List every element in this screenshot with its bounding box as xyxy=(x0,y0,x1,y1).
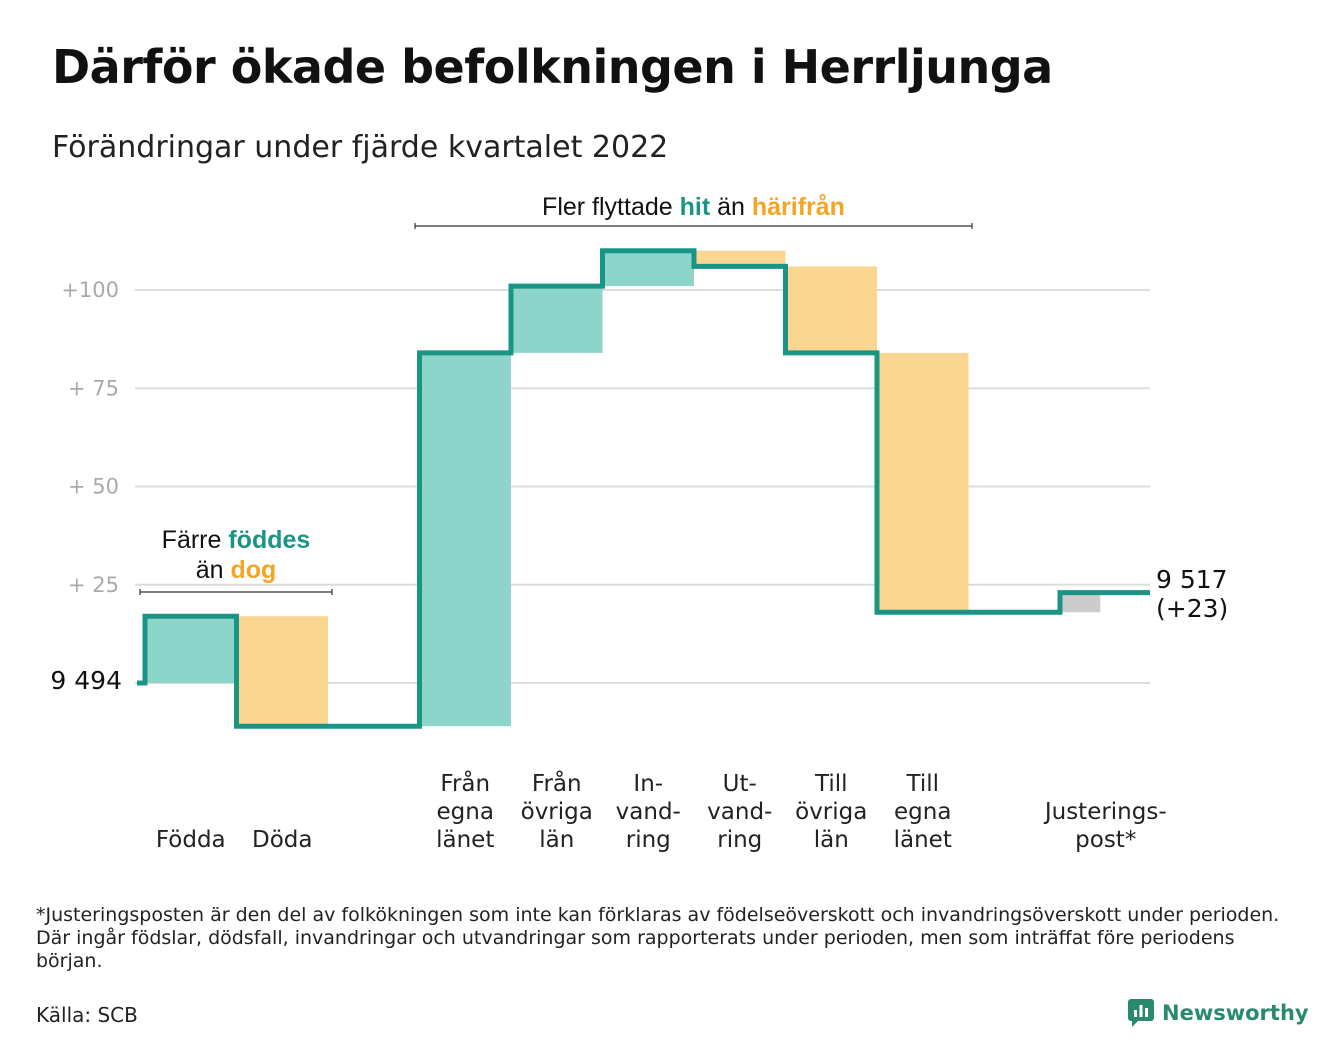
category-label: Till xyxy=(905,771,939,797)
newsworthy-logo-icon xyxy=(1128,999,1154,1027)
annotation-text: Färre föddes xyxy=(162,526,311,554)
category-label: vand- xyxy=(707,799,772,825)
category-label: Från xyxy=(532,769,582,797)
end-change-label: (+23) xyxy=(1156,594,1228,623)
category-label: Från xyxy=(440,769,490,797)
category-label: egna xyxy=(437,799,494,825)
footnote: *Justeringsposten är den del av folkökni… xyxy=(36,904,1280,972)
brand-name: Newsworthy xyxy=(1162,1001,1309,1025)
chart-title: Därför ökade befolkningen i Herrljunga xyxy=(52,40,1053,94)
waterfall-bar xyxy=(1060,592,1101,613)
y-tick-label: + 25 xyxy=(68,573,119,597)
population-step-line xyxy=(137,248,1150,729)
category-label: ring xyxy=(717,827,762,853)
category-label: Födda xyxy=(156,827,226,853)
y-tick-label: +100 xyxy=(61,278,119,302)
y-tick-label: + 75 xyxy=(68,376,119,400)
waterfall-bar xyxy=(236,616,328,727)
chart-subtitle: Förändringar under fjärde kvartalet 2022 xyxy=(52,130,669,165)
annotation-text: än dog xyxy=(196,556,277,584)
brand: Newsworthy xyxy=(1128,998,1309,1028)
category-label: länet xyxy=(894,827,952,853)
category-label: post* xyxy=(1075,827,1136,853)
category-label: län xyxy=(814,827,849,853)
start-value-label: 9 494 xyxy=(50,666,122,695)
annotation-text: Fler flyttade hit än härifrån xyxy=(542,193,845,221)
category-label: länet xyxy=(436,827,494,853)
waterfall-bar xyxy=(602,250,694,287)
waterfall-bar xyxy=(145,616,237,683)
category-label: ring xyxy=(626,827,671,853)
category-label: Döda xyxy=(252,827,312,853)
category-label: egna xyxy=(894,799,951,825)
waterfall-bar xyxy=(511,286,603,353)
category-label: län xyxy=(539,827,574,853)
waterfall-bar xyxy=(785,266,877,353)
category-label: Till xyxy=(814,771,848,797)
waterfall-bar xyxy=(419,352,511,727)
category-label: Justerings- xyxy=(1043,799,1167,825)
waterfall-bar xyxy=(694,250,786,267)
category-label: övriga xyxy=(521,799,593,825)
category-label: övriga xyxy=(795,799,867,825)
category-label: vand- xyxy=(616,799,681,825)
end-value-label: 9 517 xyxy=(1156,565,1228,594)
source-label: Källa: SCB xyxy=(36,1003,138,1027)
waterfall-bar xyxy=(877,352,969,613)
category-label: Ut- xyxy=(723,771,757,797)
y-tick-label: + 50 xyxy=(68,475,119,499)
category-label: In- xyxy=(633,771,663,797)
